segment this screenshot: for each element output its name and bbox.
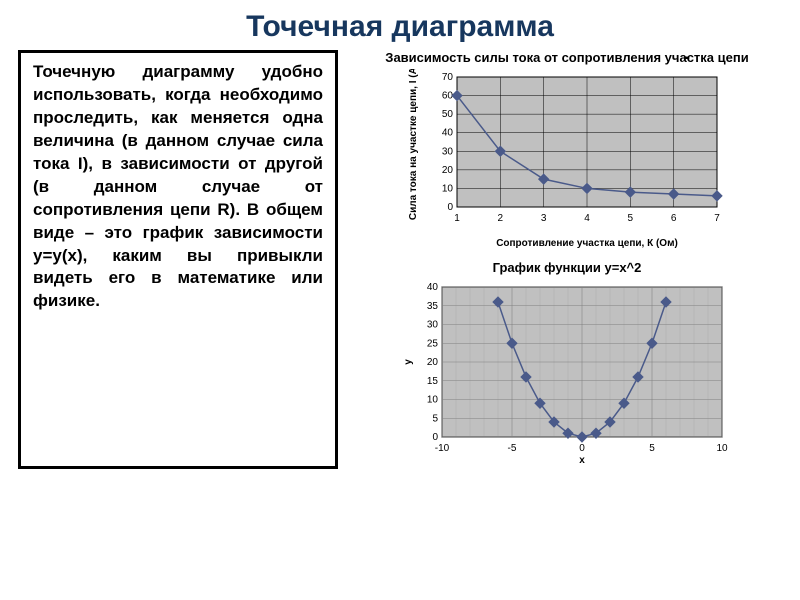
- svg-text:4: 4: [584, 213, 590, 224]
- svg-text:5: 5: [628, 213, 634, 224]
- svg-text:35: 35: [427, 301, 439, 312]
- chart-resistance: Зависимость силы тока от сопротивления у…: [352, 50, 782, 252]
- svg-text:15: 15: [427, 376, 439, 387]
- svg-text:10: 10: [427, 395, 439, 406]
- svg-text:60: 60: [442, 91, 454, 102]
- svg-text:0: 0: [579, 443, 585, 454]
- svg-text:Сопротивление участка цепи, К: Сопротивление участка цепи, К (Ом): [496, 238, 678, 249]
- svg-text:20: 20: [427, 357, 439, 368]
- description-text: Точечную диаграмму удобно использовать, …: [18, 50, 338, 469]
- chart-parabola: График функции y=x^2 0 5 10 15 20 25 30 35 40 -10…: [352, 260, 782, 469]
- svg-text:-10: -10: [435, 443, 450, 454]
- svg-text:40: 40: [442, 128, 454, 139]
- svg-text:5: 5: [649, 443, 655, 454]
- svg-text:0: 0: [447, 202, 453, 213]
- chart2-title: График функции y=x^2: [352, 260, 782, 275]
- svg-text:x: x: [579, 455, 585, 466]
- svg-text:30: 30: [427, 320, 439, 331]
- chart1-title: Зависимость силы тока от сопротивления у…: [352, 50, 782, 65]
- svg-text:5: 5: [432, 413, 438, 424]
- svg-text:y: y: [403, 359, 414, 365]
- dash: -: [683, 46, 690, 69]
- svg-text:Сила тока на участке цепи, I (: Сила тока на участке цепи, I (A): [408, 69, 419, 220]
- svg-text:50: 50: [442, 109, 454, 120]
- svg-text:30: 30: [442, 146, 454, 157]
- chart2-svg: 0 5 10 15 20 25 30 35 40 -10 -5 0 5 10 x y: [397, 279, 737, 469]
- svg-text:20: 20: [442, 165, 454, 176]
- slide-title: Точечная диаграмма: [0, 0, 800, 50]
- svg-text:10: 10: [442, 183, 454, 194]
- svg-text:2: 2: [498, 213, 504, 224]
- chart1-svg: 0 10 20 30 40 50 60 70 1 2 3 4 5 6 7 Сопротивление учас…: [402, 69, 732, 252]
- svg-text:40: 40: [427, 282, 439, 293]
- svg-text:25: 25: [427, 338, 439, 349]
- svg-text:1: 1: [454, 213, 460, 224]
- svg-text:3: 3: [541, 213, 547, 224]
- svg-text:-5: -5: [508, 443, 517, 454]
- svg-text:70: 70: [442, 72, 454, 83]
- svg-text:6: 6: [671, 213, 677, 224]
- svg-text:10: 10: [716, 443, 728, 454]
- svg-text:0: 0: [432, 432, 438, 443]
- svg-text:7: 7: [714, 213, 720, 224]
